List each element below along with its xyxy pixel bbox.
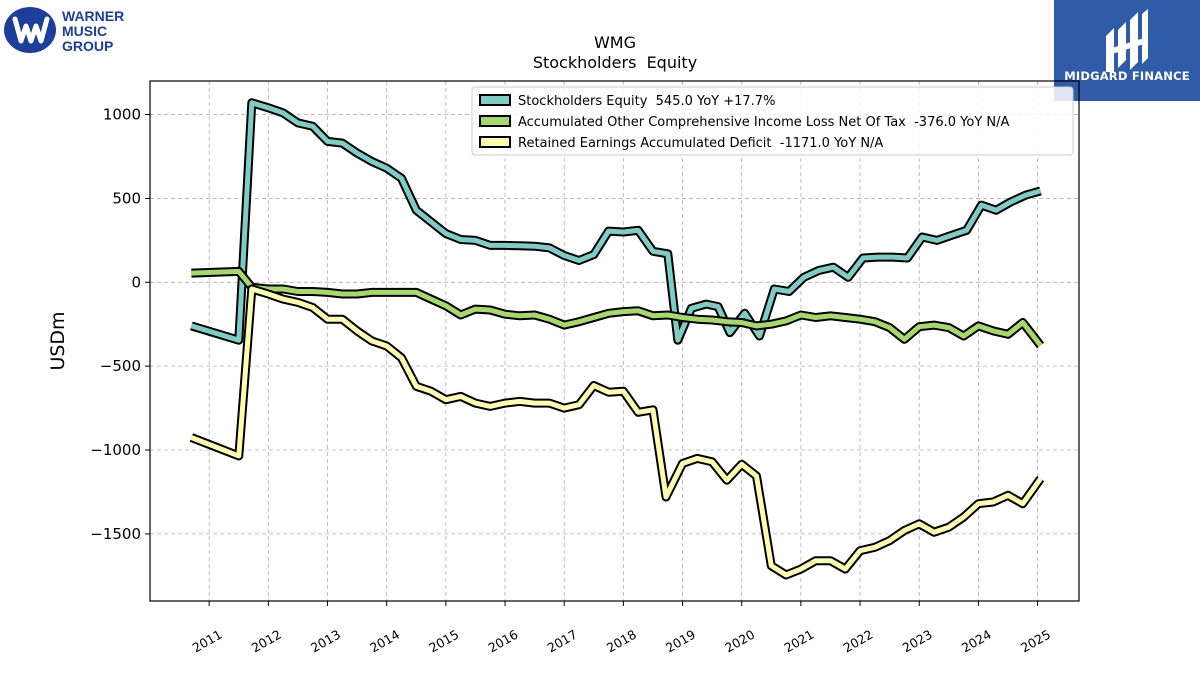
x-tick-label: 2012 [249, 627, 284, 656]
x-tick-label: 2017 [545, 627, 580, 656]
logo-line-1: WARNER [62, 8, 124, 24]
x-tick-label: 2019 [663, 627, 698, 656]
plot-area-frame [149, 80, 1080, 602]
series-1 [190, 98, 1042, 345]
midgard-finance-logo: MIDGARD FINANCE [1054, 0, 1200, 101]
x-tick-label: 2018 [604, 627, 639, 656]
chart-subtitle: Stockholders Equity [533, 53, 697, 72]
x-tick-label: 2014 [367, 627, 402, 656]
x-tick-label: 2021 [781, 627, 816, 656]
legend-entry-label: Accumulated Other Comprehensive Income L… [518, 115, 1009, 130]
x-tick-label: 2024 [959, 627, 994, 656]
legend-entry-label: Retained Earnings Accumulated Deficit -1… [518, 136, 883, 151]
x-tick-label: 2015 [426, 627, 461, 656]
x-tick-label: 2023 [900, 627, 935, 656]
x-tick-label: 2022 [841, 627, 876, 656]
legend-swatch [479, 115, 511, 127]
legend: Stockholders Equity 545.0 YoY +17.7% Accu… [471, 86, 1074, 156]
logo-line-3: GROUP [62, 38, 113, 54]
midgard-emblem-icon [1106, 9, 1148, 72]
y-tick-label: −500 [100, 357, 141, 375]
y-tick-label: 0 [131, 273, 141, 291]
legend-swatch [479, 94, 511, 106]
series-line [190, 100, 1042, 343]
legend-entry-label: Stockholders Equity 545.0 YoY +17.7% [518, 94, 775, 109]
series-line [191, 268, 1043, 347]
grid-lines [150, 81, 1079, 601]
legend-box [471, 86, 1074, 156]
x-tick-label: 2025 [1018, 627, 1053, 656]
chart-title: WMG [594, 33, 636, 52]
y-axis-label: USDm [47, 311, 69, 370]
series-line [190, 286, 1043, 578]
x-axis-ticks: 2011 2012 2013 2014 2015 2016 2017 2018 2019 2020… [190, 601, 1053, 656]
y-tick-label: 1000 [103, 106, 141, 124]
y-tick-label: −1000 [90, 441, 141, 459]
y-tick-label: −1500 [90, 525, 141, 543]
wmg-logo-mark: WARNER MUSIC GROUP [4, 7, 124, 54]
x-tick-label: 2013 [308, 627, 343, 656]
y-axis-ticks: 1000 500 0 −500 −1000 −1500 [90, 106, 150, 543]
series-2 [191, 266, 1045, 349]
series-3 [189, 284, 1045, 580]
x-tick-label: 2016 [485, 627, 520, 656]
midgard-finance-label: MIDGARD FINANCE [1064, 69, 1190, 83]
legend-swatch [479, 136, 511, 148]
x-tick-label: 2020 [722, 627, 757, 656]
logo-line-2: MUSIC [62, 23, 107, 39]
x-tick-label: 2011 [190, 627, 225, 656]
series-lines [189, 98, 1045, 580]
y-tick-label: 500 [112, 189, 141, 207]
warner-music-group-logo: WARNER MUSIC GROUP [4, 6, 144, 56]
